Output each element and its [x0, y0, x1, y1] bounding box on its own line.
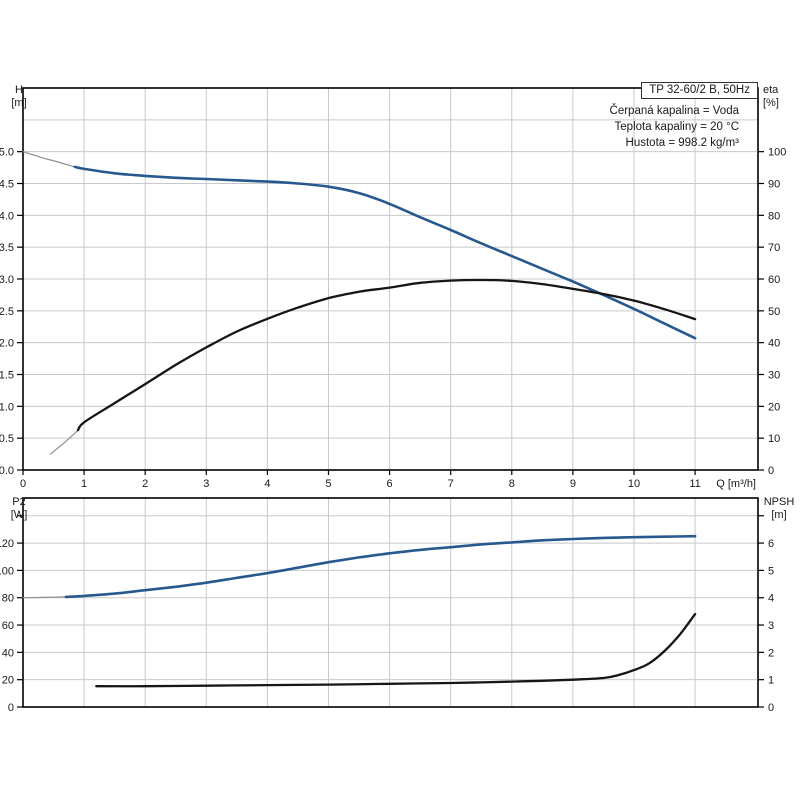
- x-axis-tick-label: 0: [20, 478, 26, 490]
- left-axis-tick-label: 0: [8, 702, 14, 714]
- right-axis-tick-label: 5: [768, 565, 774, 577]
- npsh-curve: [95, 612, 697, 688]
- left-axis-tick-label: 0.0: [0, 465, 14, 477]
- x-axis-tick-label: 10: [628, 478, 640, 490]
- pump-type-title: TP 32-60/2 B, 50Hz: [641, 82, 758, 99]
- x-axis-tick-label: 5: [325, 478, 331, 490]
- density-line: Hustota = 998.2 kg/m³: [625, 137, 739, 149]
- right-axis-tick-label: 2: [768, 647, 774, 659]
- right-axis-tick-label: 50: [768, 306, 780, 318]
- left-axis-tick-label: 3.5: [0, 242, 14, 254]
- left-axis-tick-label: 20: [2, 675, 14, 687]
- right-axis-tick-label: 10: [768, 433, 780, 445]
- head-curve: [73, 165, 697, 340]
- right-axis-tick-label: 90: [768, 179, 780, 191]
- left-axis-tick-label: 80: [2, 593, 14, 605]
- x-axis-tick-label: 1: [81, 478, 87, 490]
- plot-frame: [22, 497, 759, 708]
- npsh-axis-label: NPSH [m]: [763, 496, 795, 521]
- right-axis-tick-label: 20: [768, 401, 780, 413]
- liquid-temperature-line: Teplota kapaliny = 20 °C: [614, 121, 739, 133]
- x-axis-tick-label: 4: [264, 478, 270, 490]
- left-axis-tick-label: 1.0: [0, 401, 14, 413]
- eta-axis-label: eta [%]: [763, 84, 779, 109]
- left-axis-tick-label: 60: [2, 620, 14, 632]
- right-axis-tick-label: 1: [768, 675, 774, 687]
- x-axis-tick-label: 11: [689, 478, 700, 490]
- p2-axis-label: P2 [W]: [10, 496, 28, 521]
- head-axis-label: H [m]: [11, 84, 27, 109]
- x-axis-unit-label: Q [m³/h]: [716, 478, 756, 490]
- x-axis-tick-label: 7: [448, 478, 454, 490]
- right-axis-tick-label: 3: [768, 620, 774, 632]
- right-axis-tick-label: 100: [768, 147, 786, 159]
- x-axis-tick-label: 8: [509, 478, 515, 490]
- left-axis-tick-label: 4.0: [0, 210, 14, 222]
- left-axis-tick-label: 2.5: [0, 306, 14, 318]
- eta-curve: [76, 278, 697, 432]
- p2-curve: [64, 534, 697, 599]
- right-axis-tick-label: 0: [768, 465, 774, 477]
- x-axis-tick-label: 2: [142, 478, 148, 490]
- right-axis-tick-label: 40: [768, 338, 780, 350]
- right-axis-tick-label: 4: [768, 593, 774, 605]
- left-axis-tick-label: 2.0: [0, 338, 14, 350]
- left-axis-tick-label: 1.5: [0, 370, 14, 382]
- left-axis-tick-label: 3.0: [0, 274, 14, 286]
- head-curve-out-of-range: [22, 151, 76, 168]
- right-axis-tick-label: 30: [768, 370, 780, 382]
- right-axis-tick-label: 70: [768, 242, 780, 254]
- liquid-info-block: Čerpaná kapalina = Voda Teplota kapaliny…: [610, 103, 739, 151]
- right-axis-tick-label: 0: [768, 702, 774, 714]
- left-axis-tick-label: 5.0: [0, 147, 14, 159]
- left-axis-tick-label: 40: [2, 647, 14, 659]
- x-axis-tick-label: 3: [203, 478, 209, 490]
- right-axis-tick-label: 60: [768, 274, 780, 286]
- left-axis-tick-label: 120: [0, 538, 14, 550]
- eta-curve-out-of-range: [49, 429, 79, 455]
- x-axis-tick-label: 6: [387, 478, 393, 490]
- pumped-liquid-line: Čerpaná kapalina = Voda: [609, 105, 739, 117]
- x-axis-tick-label: 9: [570, 478, 576, 490]
- p2-curve-out-of-range: [22, 596, 67, 599]
- left-axis-tick-label: 100: [0, 565, 14, 577]
- right-axis-tick-label: 6: [768, 538, 774, 550]
- left-axis-tick-label: 0.5: [0, 433, 14, 445]
- left-axis-tick-label: 4.5: [0, 179, 14, 191]
- right-axis-tick-label: 80: [768, 210, 780, 222]
